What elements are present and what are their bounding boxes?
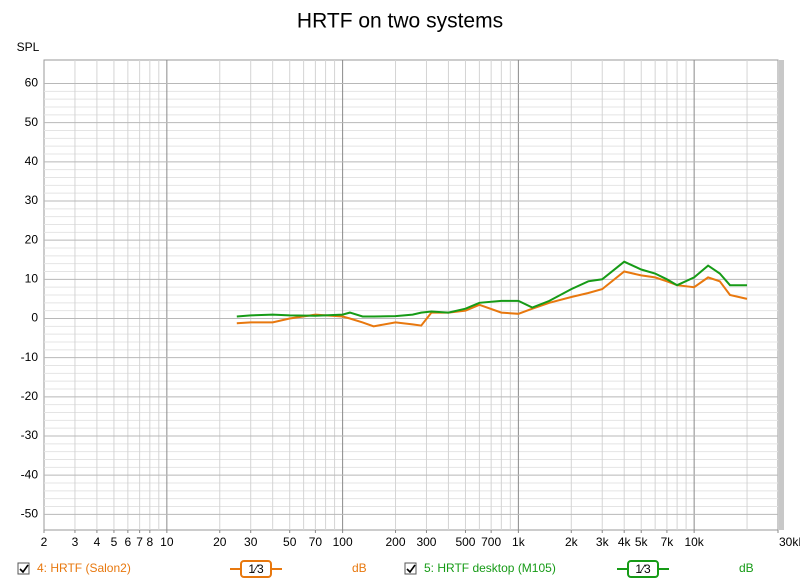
chart-title: HRTF on two systems xyxy=(297,10,503,33)
grid xyxy=(44,60,778,530)
x-tick-label: 20 xyxy=(213,535,227,549)
x-tick-label: 30kHz xyxy=(779,535,800,549)
checkbox-check xyxy=(406,564,416,574)
x-tick-label: 300 xyxy=(416,535,436,549)
legend-label: 5: HRTF desktop (M105) xyxy=(424,561,556,575)
legend-smoothing-box xyxy=(240,560,272,578)
y-tick-label: 10 xyxy=(25,272,39,286)
legend-smoothing-box xyxy=(627,560,659,578)
x-tick-label: 1k xyxy=(512,535,526,549)
x-tick-label: 7k xyxy=(661,535,675,549)
x-tick-label: 4 xyxy=(94,535,101,549)
y-tick-label: 50 xyxy=(25,115,39,129)
x-tick-label: 50 xyxy=(283,535,297,549)
legend-smoothing: 1⁄3 xyxy=(635,562,651,576)
x-tick-label: 4k xyxy=(618,535,632,549)
y-tick-label: -10 xyxy=(21,350,39,364)
x-tick-label: 30 xyxy=(244,535,258,549)
x-tick-label: 70 xyxy=(309,535,323,549)
y-tick-label: -40 xyxy=(21,467,39,481)
checkbox-box xyxy=(17,562,30,575)
legend-label: 4: HRTF (Salon2) xyxy=(37,561,131,575)
y-tick-label: 60 xyxy=(25,76,39,90)
x-tick-label: 10 xyxy=(160,535,174,549)
series-line xyxy=(236,260,747,318)
y-tick-label: -30 xyxy=(21,428,39,442)
x-tick-label: 5 xyxy=(111,535,118,549)
legend-unit: dB xyxy=(352,561,367,575)
x-tick-label: 500 xyxy=(455,535,475,549)
x-tick-label: 5k xyxy=(635,535,649,549)
x-tick-label: 200 xyxy=(386,535,406,549)
x-tick-label: 700 xyxy=(481,535,501,549)
y-tick-label: -50 xyxy=(21,507,39,521)
y-tick-label: 30 xyxy=(25,193,39,207)
x-tick-label: 8 xyxy=(146,535,153,549)
legend-smoothing: 1⁄3 xyxy=(248,562,264,576)
x-tick-label: 6 xyxy=(125,535,132,549)
x-tick-label: 7 xyxy=(136,535,143,549)
y-tick-label: -20 xyxy=(21,389,39,403)
checkbox-check xyxy=(19,564,29,574)
legend-checkbox[interactable] xyxy=(404,562,417,575)
checkbox-box xyxy=(404,562,417,575)
x-tick-label: 2k xyxy=(565,535,579,549)
y-tick-label: 20 xyxy=(25,232,39,246)
y-axis-label: SPL xyxy=(17,40,40,54)
x-tick-label: 3 xyxy=(72,535,79,549)
x-tick-label: 2 xyxy=(41,535,48,549)
y-tick-label: 40 xyxy=(25,154,39,168)
x-tick-label: 3k xyxy=(596,535,610,549)
legend-checkbox[interactable] xyxy=(17,562,30,575)
y-tick-label: 0 xyxy=(31,311,38,325)
scroll-strip xyxy=(779,60,784,530)
x-tick-label: 10k xyxy=(684,535,704,549)
legend-unit: dB xyxy=(739,561,754,575)
x-tick-label: 100 xyxy=(333,535,353,549)
